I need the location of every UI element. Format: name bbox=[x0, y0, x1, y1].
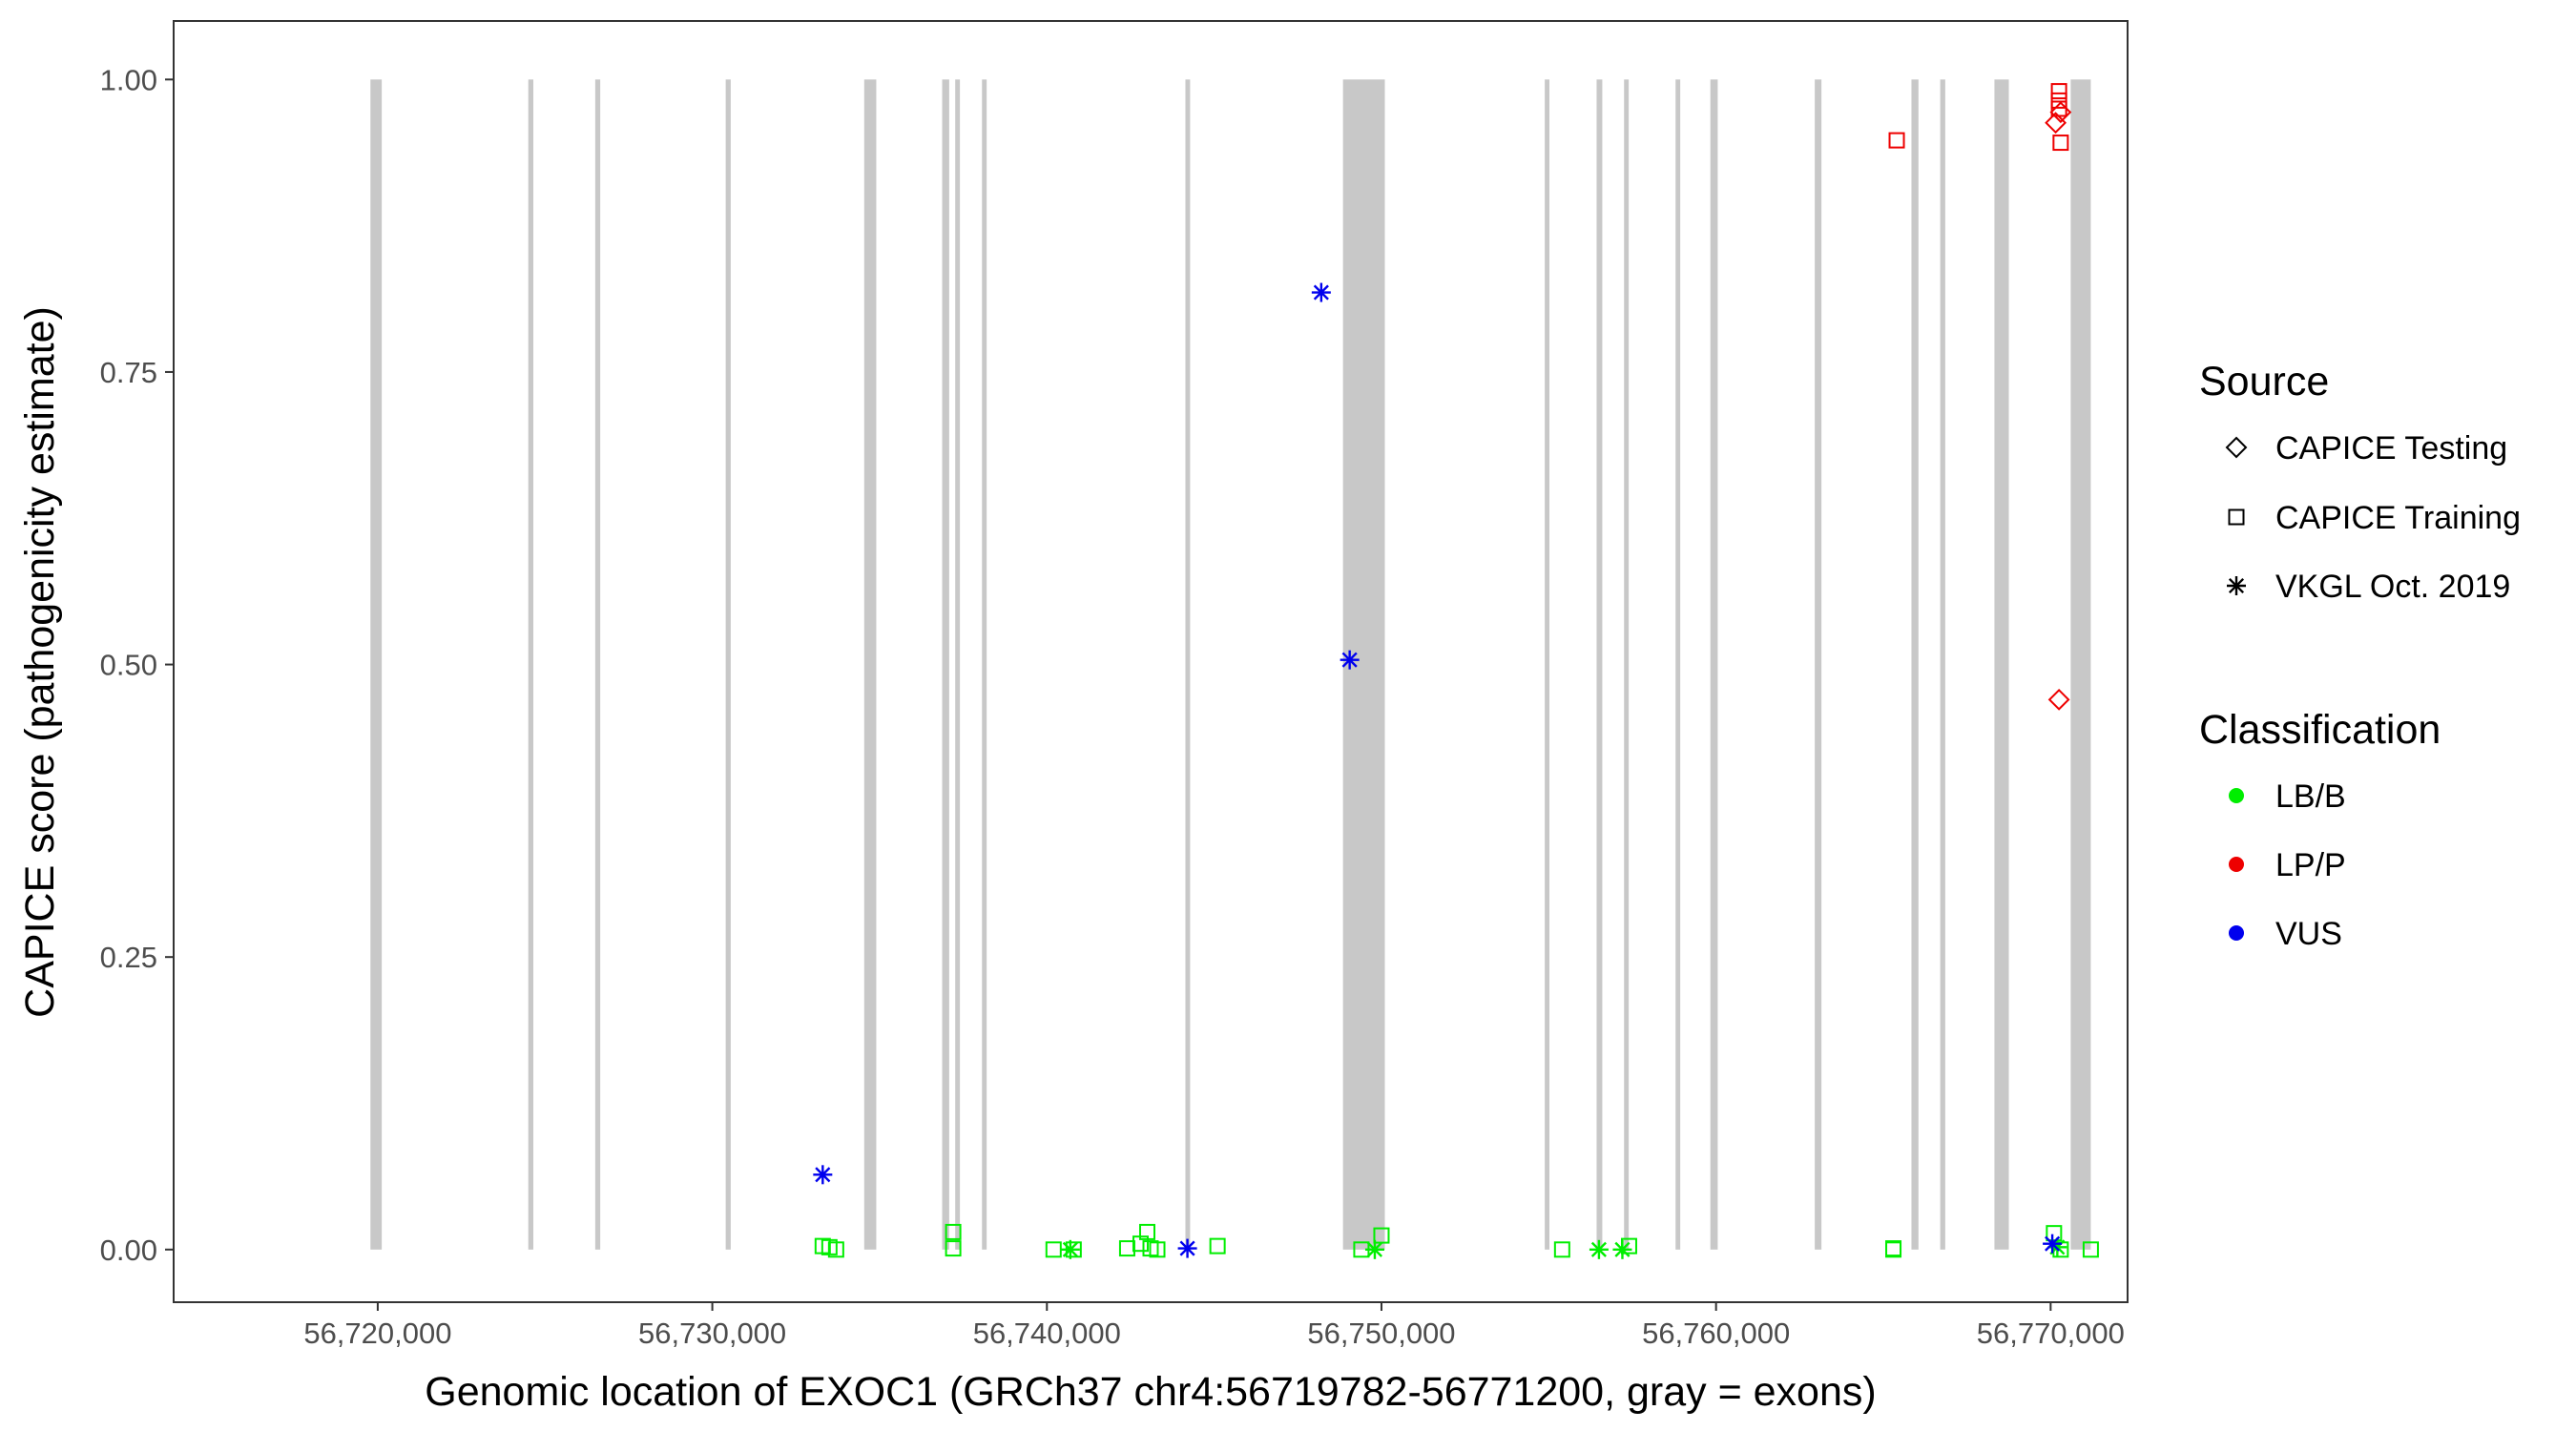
legend-label: VKGL Oct. 2019 bbox=[2275, 569, 2510, 605]
legend-title-source: Source bbox=[2199, 359, 2329, 404]
data-point-square bbox=[2052, 135, 2069, 152]
data-point-diamond bbox=[2047, 688, 2070, 711]
data-point-diamond bbox=[2049, 101, 2072, 124]
exon-band bbox=[1185, 79, 1191, 1250]
exon-band bbox=[2070, 79, 2091, 1250]
asterisk-icon bbox=[2227, 576, 2246, 595]
data-point-asterisk bbox=[813, 1165, 833, 1185]
exon-band bbox=[370, 79, 383, 1250]
legend-item-lpp: LP/P bbox=[2229, 847, 2346, 883]
legend-item-capice-testing: CAPICE Testing bbox=[2225, 430, 2507, 467]
exon-band bbox=[1596, 79, 1603, 1250]
legend-item-capice-training: CAPICE Training bbox=[2228, 500, 2521, 536]
y-axis-title: CAPICE score (pathogenicity estimate) bbox=[17, 306, 63, 1018]
square-icon bbox=[2228, 508, 2245, 526]
exon-band bbox=[1911, 79, 1919, 1250]
x-tick-label: 56,720,000 bbox=[303, 1317, 451, 1350]
exon-band bbox=[528, 79, 533, 1250]
legend: Source CAPICE Testing CAPICE Training VK… bbox=[2199, 359, 2521, 952]
legend-item-vkgl: VKGL Oct. 2019 bbox=[2227, 569, 2510, 605]
exon-band bbox=[942, 79, 949, 1250]
x-tick-label: 56,760,000 bbox=[1642, 1317, 1790, 1350]
legend-label: CAPICE Training bbox=[2275, 500, 2521, 536]
exon-band bbox=[982, 79, 987, 1250]
x-axis: 56,720,000 56,730,000 56,740,000 56,750,000… bbox=[303, 1302, 2125, 1350]
data-point-square bbox=[945, 1240, 962, 1257]
data-point-square bbox=[1138, 1223, 1155, 1240]
exon-band bbox=[1545, 79, 1550, 1250]
data-point-diamond bbox=[2225, 436, 2248, 459]
x-axis-title: Genomic location of EXOC1 (GRCh37 chr4:5… bbox=[425, 1369, 1876, 1415]
data-point-square bbox=[1888, 132, 1905, 149]
data-point-square bbox=[1065, 1241, 1082, 1258]
legend-item-lbb: LB/B bbox=[2229, 778, 2346, 815]
exon-bands bbox=[370, 79, 2091, 1250]
x-tick-label: 56,730,000 bbox=[638, 1317, 786, 1350]
exon-band bbox=[1994, 79, 2009, 1250]
y-tick-label: 0.50 bbox=[100, 649, 157, 682]
data-point-asterisk bbox=[1177, 1238, 1197, 1258]
data-point-square bbox=[1209, 1237, 1226, 1255]
data-point-square bbox=[2050, 92, 2067, 109]
x-tick-label: 56,750,000 bbox=[1307, 1317, 1455, 1350]
data-point-asterisk bbox=[2043, 1234, 2063, 1254]
y-tick-label: 0.00 bbox=[100, 1234, 157, 1267]
data-point-square bbox=[1553, 1241, 1570, 1258]
dot-icon bbox=[2229, 925, 2244, 941]
legend-label: LB/B bbox=[2275, 778, 2346, 815]
data-point-square bbox=[1149, 1241, 1166, 1258]
x-tick-label: 56,770,000 bbox=[1977, 1317, 2125, 1350]
data-point-square bbox=[2052, 1241, 2069, 1258]
data-point-diamond bbox=[2045, 112, 2067, 135]
legend-label: VUS bbox=[2275, 916, 2342, 952]
data-point-square bbox=[2228, 508, 2245, 526]
exon-band bbox=[1710, 79, 1718, 1250]
data-point-square bbox=[1045, 1241, 1062, 1258]
y-tick-label: 0.25 bbox=[100, 941, 157, 974]
exon-band bbox=[594, 79, 601, 1250]
data-point-square bbox=[1885, 1241, 1902, 1258]
y-axis: 0.00 0.25 0.50 0.75 1.00 bbox=[100, 63, 174, 1267]
data-point-square bbox=[2082, 1241, 2099, 1258]
data-point-square bbox=[1373, 1227, 1390, 1244]
exon-band bbox=[1940, 79, 1945, 1250]
dot-icon bbox=[2229, 788, 2244, 803]
y-tick-label: 1.00 bbox=[100, 63, 157, 96]
data-point-square bbox=[2046, 1225, 2063, 1242]
exon-band bbox=[1675, 79, 1681, 1250]
diamond-icon bbox=[2225, 436, 2248, 459]
exon-band bbox=[955, 79, 961, 1250]
data-point-square bbox=[1620, 1237, 1637, 1255]
legend-label: CAPICE Testing bbox=[2275, 430, 2507, 467]
data-point-asterisk bbox=[2227, 576, 2246, 595]
legend-label: LP/P bbox=[2275, 847, 2346, 883]
data-point-asterisk bbox=[1589, 1239, 1609, 1259]
y-tick-label: 0.75 bbox=[100, 356, 157, 389]
exon-band bbox=[725, 79, 731, 1250]
data-point-square bbox=[945, 1223, 962, 1240]
x-tick-label: 56,740,000 bbox=[973, 1317, 1121, 1350]
data-point-asterisk bbox=[1311, 282, 1331, 302]
exon-band bbox=[863, 79, 877, 1250]
data-point-square bbox=[2050, 83, 2067, 100]
dot-icon bbox=[2229, 857, 2244, 872]
data-point-square bbox=[1118, 1240, 1135, 1257]
legend-title-classification: Classification bbox=[2199, 707, 2441, 753]
exon-band bbox=[1624, 79, 1630, 1250]
data-points bbox=[813, 83, 2099, 1259]
data-point-square bbox=[827, 1241, 844, 1258]
data-point-square bbox=[1885, 1240, 1902, 1257]
plot-panel-border bbox=[173, 20, 2129, 1303]
exon-band bbox=[1815, 79, 1822, 1250]
data-point-asterisk bbox=[1340, 650, 1360, 670]
legend-item-vus: VUS bbox=[2229, 916, 2342, 952]
